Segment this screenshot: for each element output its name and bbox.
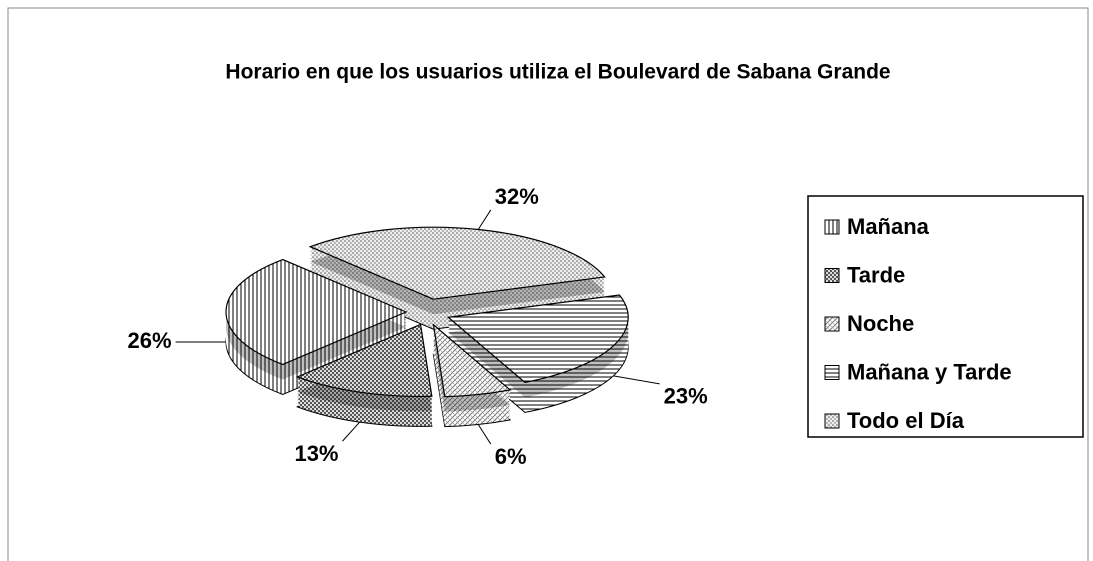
slice-top (446, 294, 629, 384)
slice-top (225, 258, 408, 366)
slice (308, 226, 606, 330)
legend-label: Mañana y Tarde (847, 359, 1012, 384)
chart-border (7, 7, 1089, 561)
slice (225, 258, 408, 396)
chart-title: Horario en que los usuarios utiliza el B… (225, 61, 890, 84)
leader-line (477, 209, 492, 230)
slice-top (432, 323, 512, 398)
slice-top (308, 226, 606, 300)
slice (446, 294, 629, 413)
leader-line (342, 421, 360, 442)
data-label: 23% (664, 384, 708, 409)
legend-swatch (824, 413, 840, 429)
legend (807, 195, 1084, 438)
legend-swatch (824, 365, 840, 380)
slice (432, 323, 512, 428)
legend-label: Noche (847, 311, 914, 336)
leader-line (477, 424, 492, 445)
legend-label: Mañana (847, 214, 930, 239)
leader-line (613, 375, 660, 385)
slice-top (295, 323, 433, 398)
legend-swatch (824, 219, 840, 235)
data-label: 32% (495, 184, 539, 209)
legend-swatch (824, 268, 840, 283)
data-label: 13% (294, 441, 338, 466)
legend-label: Todo el Día (847, 408, 965, 433)
data-label: 6% (495, 444, 527, 469)
legend-label: Tarde (847, 262, 905, 287)
data-label: 26% (128, 328, 172, 353)
legend-swatch (824, 316, 840, 332)
slice (295, 323, 433, 427)
